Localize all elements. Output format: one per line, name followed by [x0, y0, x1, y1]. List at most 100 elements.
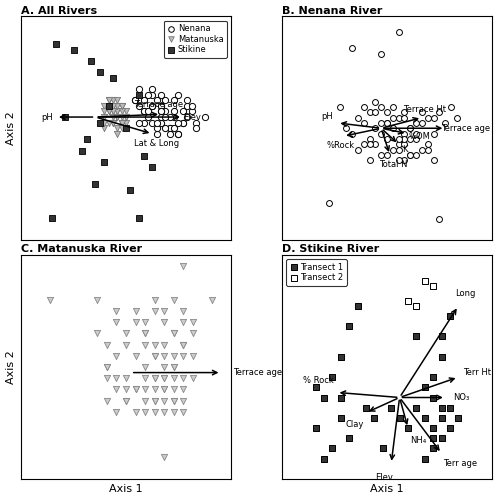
Point — [312, 384, 320, 392]
Point — [118, 102, 126, 110]
Point — [424, 146, 432, 154]
Point — [150, 408, 158, 416]
Point — [122, 374, 130, 382]
Point — [61, 113, 69, 121]
Point — [141, 374, 149, 382]
Point — [157, 90, 165, 98]
Point — [312, 424, 320, 432]
Point — [170, 330, 177, 338]
Text: Terrace age: Terrace age — [233, 368, 282, 377]
Point — [170, 408, 177, 416]
Point — [122, 396, 130, 404]
Point — [406, 151, 414, 159]
Point — [418, 108, 426, 116]
Point — [109, 74, 117, 82]
Point — [160, 396, 168, 404]
Point — [179, 262, 187, 270]
Point — [135, 102, 143, 110]
Point — [162, 96, 170, 104]
Point — [135, 90, 143, 98]
Point — [104, 102, 112, 110]
Point — [160, 318, 168, 326]
Point — [429, 434, 437, 442]
Point — [150, 352, 158, 360]
Point — [394, 28, 402, 36]
Point — [104, 118, 112, 126]
Text: Elev: Elev — [376, 474, 394, 482]
Point — [132, 408, 140, 416]
Y-axis label: Axis 2: Axis 2 — [6, 112, 16, 145]
Point — [328, 444, 336, 452]
Point — [109, 96, 117, 104]
Point — [162, 113, 170, 121]
Point — [377, 130, 385, 138]
Point — [360, 140, 368, 148]
Point — [170, 374, 177, 382]
Point — [166, 124, 173, 132]
Point — [337, 353, 345, 361]
Point — [109, 118, 117, 126]
Point — [152, 118, 160, 126]
Point — [160, 307, 168, 315]
Point — [421, 454, 429, 462]
Text: C. Matanuska River: C. Matanuska River — [21, 244, 142, 254]
Point — [100, 108, 108, 116]
Point — [436, 108, 444, 116]
Point — [418, 146, 426, 154]
Point — [370, 414, 378, 422]
Point — [429, 424, 437, 432]
Point — [170, 124, 178, 132]
Point — [100, 113, 108, 121]
Point — [320, 394, 328, 402]
Point — [114, 113, 122, 121]
Point — [114, 130, 122, 138]
Point — [109, 102, 117, 110]
Point — [114, 124, 122, 132]
Point — [412, 404, 420, 411]
Point — [157, 118, 165, 126]
Point — [109, 108, 117, 116]
Text: Long: Long — [455, 289, 475, 298]
Point — [383, 108, 391, 116]
Point — [157, 113, 165, 121]
Text: %OM: %OM — [408, 132, 430, 140]
Point — [122, 330, 130, 338]
Point — [170, 296, 177, 304]
Point — [166, 124, 173, 132]
Point — [48, 214, 56, 222]
Point — [118, 113, 126, 121]
Point — [174, 118, 182, 126]
Point — [429, 444, 437, 452]
Point — [394, 135, 402, 143]
Point — [166, 130, 173, 138]
Point — [366, 108, 374, 116]
Text: Terrace Ht: Terrace Ht — [404, 104, 446, 114]
Point — [170, 396, 177, 404]
Point — [160, 363, 168, 371]
Text: NH₄: NH₄ — [410, 436, 426, 444]
Point — [131, 96, 139, 104]
Point — [114, 108, 122, 116]
Point — [324, 199, 332, 207]
Point — [394, 114, 402, 122]
Point — [140, 96, 147, 104]
Point — [400, 130, 408, 138]
Point — [141, 330, 149, 338]
Point — [442, 119, 450, 127]
Point — [406, 124, 414, 132]
Point — [148, 90, 156, 98]
Point — [114, 113, 122, 121]
Point — [170, 396, 177, 404]
Point — [87, 57, 95, 65]
Point — [366, 135, 374, 143]
Point — [122, 124, 130, 132]
Point — [429, 282, 437, 290]
Point — [320, 454, 328, 462]
Point — [122, 108, 130, 116]
Point — [135, 118, 143, 126]
Point — [140, 108, 147, 116]
Point — [141, 363, 149, 371]
Point — [152, 130, 160, 138]
Point — [122, 386, 130, 394]
Point — [160, 374, 168, 382]
